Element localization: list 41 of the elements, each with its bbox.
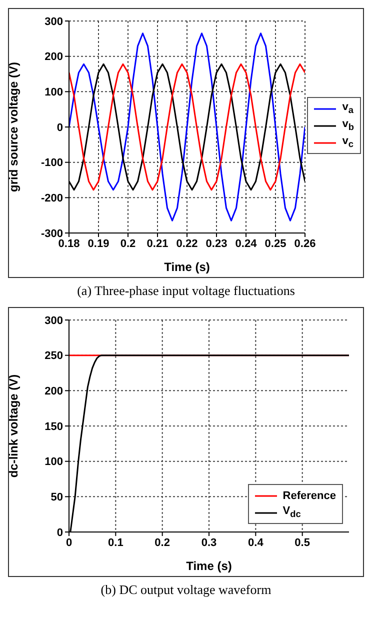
legend-label: Reference [282,490,336,502]
y-tick-label: 300 [44,314,63,327]
x-tick-label: 0.1 [108,536,124,549]
legend-label: V$_{dc}$ [282,505,301,520]
y-tick-label: 300 [44,16,63,28]
x-tick-label: 0.23 [206,238,228,250]
y-tick-label: 200 [44,386,63,398]
x-tick-label: 0.25 [264,238,286,250]
x-tick-label: 0.4 [248,536,264,549]
y-axis-title: grid source voltage (V) [6,62,20,192]
legend-label: v$_{c}$ [342,135,354,150]
text: (a) Three-phase input voltage fluctuations [76,283,296,299]
y-tick-label: 150 [44,420,63,433]
x-tick-label: 0.5 [294,536,310,549]
x-tick-label: 0.24 [235,238,258,250]
y-tick-label: 100 [44,456,63,468]
y-tick-label: -200 [40,192,63,205]
y-axis-title: dc-link voltage (V) [6,374,20,478]
x-tick-label: 0.19 [88,238,110,250]
y-tick-label: 0 [56,122,63,134]
y-tick-label: 100 [44,86,63,99]
x-axis-title: Time (s) [186,559,232,573]
x-axis-title: Time (s) [164,260,210,274]
y-tick-label: 200 [44,51,63,64]
x-tick-label: 0.22 [176,238,198,250]
x-tick-label: 0.21 [146,238,168,250]
x-tick-label: 0.2 [120,238,136,250]
y-tick-label: -300 [40,228,63,240]
x-tick-label: 0.3 [201,536,217,549]
y-tick-label: 0 [56,526,63,539]
legend-label: v$_{a}$ [342,101,354,116]
y-tick-label: 250 [44,350,63,362]
legend-label: v$_{b}$ [342,118,354,133]
text: (b) DC output voltage waveform [100,582,272,598]
x-tick-label: 0.2 [154,536,170,549]
y-tick-label: 50 [50,492,63,504]
x-tick-label: 0.18 [58,238,80,250]
x-tick-label: 0 [66,536,72,549]
line-series [69,32,305,222]
y-tick-label: -100 [40,157,63,170]
x-tick-label: 0.26 [294,238,316,250]
